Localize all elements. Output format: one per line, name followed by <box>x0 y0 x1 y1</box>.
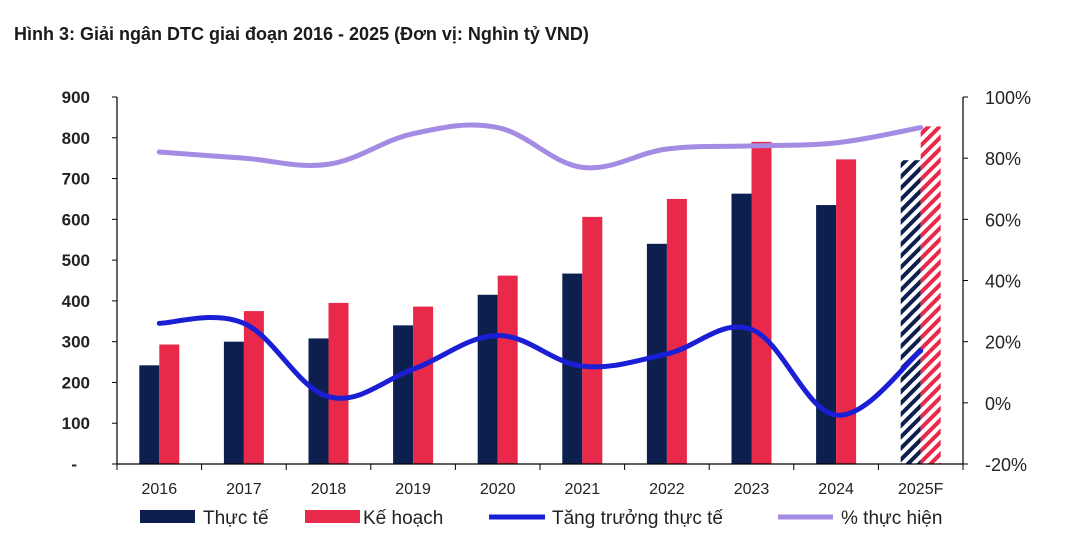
tick-right-40: 40% <box>985 272 1021 292</box>
legend: Thực tế Kế hoạch Tăng trưởng thực tế % thực… <box>140 508 942 529</box>
tick-x-2018: 2018 <box>311 481 347 498</box>
lines-group <box>156 122 924 418</box>
tick-left-300: 300 <box>62 333 90 352</box>
bar-actual-2025F <box>900 160 921 464</box>
tick-left-400: 400 <box>62 292 90 311</box>
tick-right-100: 100% <box>985 88 1031 108</box>
bar-actual-2024 <box>816 205 837 465</box>
tick-right-0: 0% <box>985 394 1011 414</box>
legend-swatch-1 <box>305 510 360 523</box>
axes-group: 900 800 700 600 500 400 300 200 100 - 100% 80% 60% 40… <box>62 88 1031 498</box>
tick-left-500: 500 <box>62 251 90 270</box>
bar-plan-2018 <box>328 302 349 464</box>
legend-swatch-0 <box>140 510 195 523</box>
line-actual-growth <box>156 314 924 418</box>
bar-actual-2021 <box>562 273 583 464</box>
bar-actual-2019 <box>393 325 414 464</box>
legend-label-2: Tăng trưởng thực tế <box>552 508 723 529</box>
legend-label-0: Thực tế <box>203 508 269 529</box>
bar-plan-2021 <box>582 216 603 464</box>
bar-actual-2020 <box>477 294 498 464</box>
bar-plan-2025F <box>920 126 941 465</box>
tick-x-2019: 2019 <box>395 481 431 498</box>
tick-right-80: 80% <box>985 149 1021 169</box>
tick-x-2017: 2017 <box>226 481 262 498</box>
chart-title: Hình 3: Giải ngân DTC giai đoạn 2016 - 2… <box>14 24 589 44</box>
tick-left-900: 900 <box>62 88 90 107</box>
legend-label-3: % thực hiện <box>841 508 942 529</box>
line-completion-rate <box>156 122 924 171</box>
bars-group <box>139 126 941 465</box>
bar-actual-2017 <box>223 341 244 464</box>
bar-plan-2023 <box>751 141 772 464</box>
bar-plan-2022 <box>666 198 687 464</box>
tick-left-600: 600 <box>62 210 90 229</box>
bar-plan-2017 <box>243 311 264 464</box>
bar-actual-2018 <box>308 338 329 464</box>
tick-x-2016: 2016 <box>142 481 178 498</box>
tick-left-200: 200 <box>62 373 90 392</box>
tick-x-2020: 2020 <box>480 481 516 498</box>
legend-label-1: Kế hoạch <box>363 508 443 529</box>
tick-left-800: 800 <box>62 129 90 148</box>
bar-plan-2019 <box>413 306 434 464</box>
tick-right-60: 60% <box>985 210 1021 230</box>
tick-x-2022: 2022 <box>649 481 685 498</box>
tick-right-20: 20% <box>985 333 1021 353</box>
bar-actual-2016 <box>139 365 160 464</box>
tick-left-zero: - <box>71 455 77 474</box>
tick-x-2021: 2021 <box>565 481 601 498</box>
bar-plan-2016 <box>159 344 180 464</box>
tick-left-700: 700 <box>62 170 90 189</box>
tick-left-100: 100 <box>62 414 90 433</box>
tick-x-2023: 2023 <box>734 481 770 498</box>
bar-plan-2020 <box>497 275 518 464</box>
tick-x-2025F: 2025F <box>898 481 944 498</box>
bar-plan-2024 <box>836 159 857 464</box>
tick-right--20: -20% <box>985 455 1027 475</box>
tick-x-2024: 2024 <box>818 481 854 498</box>
